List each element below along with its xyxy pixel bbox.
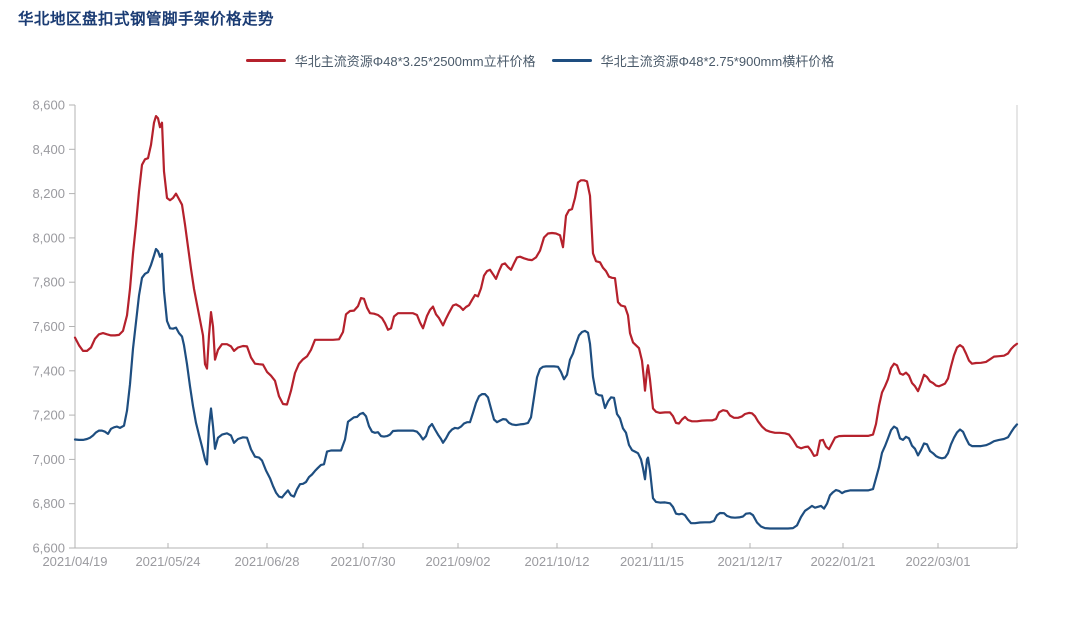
legend-item-vertical-pole: 华北主流资源Φ48*3.25*2500mm立杆价格 bbox=[245, 51, 536, 70]
x-axis-tick-label: 2021/10/12 bbox=[524, 554, 589, 569]
x-axis-tick-label: 2021/07/30 bbox=[330, 554, 395, 569]
y-axis-tick-label: 7,400 bbox=[32, 363, 65, 378]
legend-label: 华北主流资源Φ48*3.25*2500mm立杆价格 bbox=[294, 54, 536, 69]
x-axis-tick-label: 2022/03/01 bbox=[905, 554, 970, 569]
y-axis-tick-label: 6,800 bbox=[32, 496, 65, 511]
legend-item-horizontal-bar: 华北主流资源Φ48*2.75*900mm横杆价格 bbox=[551, 51, 835, 70]
red-line-swatch-icon bbox=[245, 59, 286, 62]
y-axis-tick-label: 7,200 bbox=[32, 408, 65, 423]
y-axis-tick-label: 8,200 bbox=[32, 186, 65, 201]
x-axis-tick-label: 2021/09/02 bbox=[425, 554, 490, 569]
x-axis-tick-label: 2021/04/19 bbox=[42, 554, 107, 569]
y-axis-tick-label: 7,000 bbox=[32, 452, 65, 467]
x-axis-tick-label: 2021/05/24 bbox=[135, 554, 200, 569]
blue-line-swatch-icon bbox=[551, 59, 592, 62]
x-axis-tick-label: 2021/06/28 bbox=[234, 554, 299, 569]
y-axis-tick-label: 7,800 bbox=[32, 275, 65, 290]
series-line-vertical-pole-red bbox=[73, 114, 1019, 457]
y-axis-tick-label: 6,600 bbox=[32, 541, 65, 556]
x-axis-tick-label: 2021/12/17 bbox=[717, 554, 782, 569]
x-axis-tick-label: 2021/11/15 bbox=[620, 554, 684, 569]
y-axis-tick-label: 8,000 bbox=[32, 230, 65, 245]
y-axis-tick-label: 8,600 bbox=[32, 98, 65, 113]
series-line-horizontal-bar-blue bbox=[73, 247, 1019, 530]
page-title: 华北地区盘扣式钢管脚手架价格走势 bbox=[18, 11, 275, 28]
y-axis-tick-label: 7,600 bbox=[32, 319, 65, 334]
chart-legend: 华北主流资源Φ48*3.25*2500mm立杆价格 华北主流资源Φ48*2.75… bbox=[0, 51, 1080, 70]
x-axis-tick-label: 2022/01/21 bbox=[810, 554, 875, 569]
legend-label: 华北主流资源Φ48*2.75*900mm横杆价格 bbox=[600, 54, 835, 69]
y-axis-tick-label: 8,400 bbox=[32, 142, 65, 157]
